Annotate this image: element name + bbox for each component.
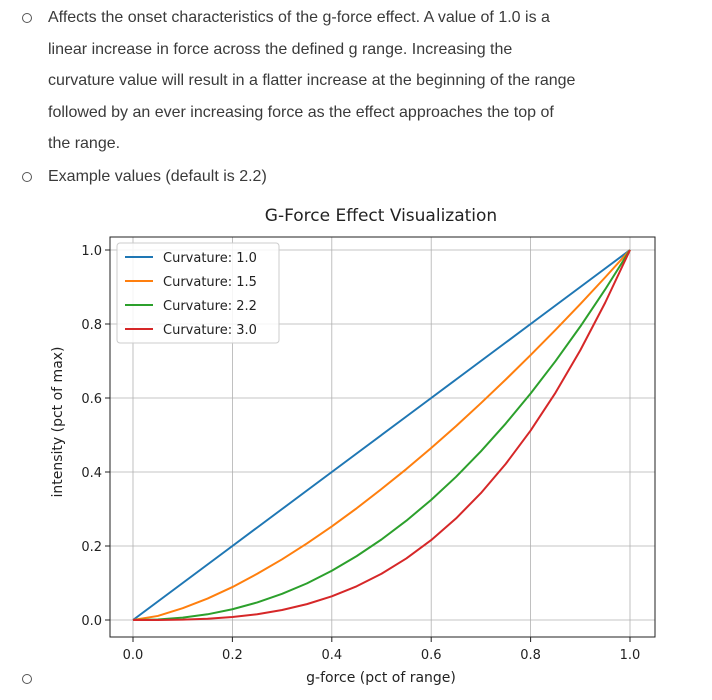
legend-entry: Curvature: 1.0	[163, 251, 257, 266]
text-line: curvature value will result in a flatter…	[48, 72, 576, 89]
chart-ticks: 0.0 0.2 0.4 0.6 0.8 1.0 0.0 0.2 0.4 0.6 0.8 1.0	[81, 244, 640, 663]
bullet-text: Affects the onset characteristics of the…	[48, 2, 629, 160]
x-tick-label: 0.0	[123, 648, 144, 663]
text-line: followed by an ever increasing force as …	[48, 103, 554, 121]
x-tick-label: 0.8	[520, 648, 541, 663]
x-tick-label: 0.4	[321, 648, 342, 663]
series-line-3	[132, 249, 631, 621]
y-tick-label: 0.4	[81, 466, 102, 481]
y-tick-label: 0.0	[81, 614, 102, 629]
y-tick-label: 1.0	[81, 244, 102, 259]
x-tick-label: 0.2	[222, 648, 243, 663]
x-tick-label: 1.0	[620, 648, 641, 663]
series-line-0	[132, 249, 631, 621]
legend-box	[116, 242, 280, 344]
chart-title: G-Force Effect Visualization	[265, 206, 497, 226]
y-tick-label: 0.6	[81, 392, 102, 407]
y-tick-label: 0.8	[81, 318, 102, 333]
x-axis-label: g-force (pct of range)	[306, 670, 456, 686]
chart-axes-frame	[109, 236, 656, 638]
bullet-text: Example values (default is 2.2)	[48, 161, 629, 193]
gforce-chart: G-Force Effect Visualization 0.0 0.2 0.4 0.…	[50, 206, 656, 686]
text-line: Example values (default is 2.2)	[48, 168, 267, 185]
text-line: linear increase in force across the defi…	[48, 40, 513, 58]
legend-entry: Curvature: 1.5	[163, 275, 257, 290]
series-line-2	[132, 249, 631, 621]
chart-lines	[132, 249, 631, 621]
y-axis-label: intensity (pct of max)	[50, 346, 66, 497]
bullet-circle-icon	[22, 674, 32, 684]
bullet-circle-icon	[22, 172, 32, 182]
x-tick-label: 0.6	[421, 648, 442, 663]
legend-entry: Curvature: 3.0	[163, 323, 257, 338]
legend-entry: Curvature: 2.2	[163, 299, 257, 314]
text-line: the range.	[48, 135, 121, 152]
chart-grid	[110, 237, 655, 637]
text-line: Affects the onset characteristics of the…	[48, 9, 550, 26]
series-line-1	[132, 249, 631, 621]
y-tick-label: 0.2	[81, 540, 102, 555]
chart-legend: Curvature: 1.0 Curvature: 1.5 Curvature: 2…	[116, 242, 280, 344]
bullet-circle-icon	[22, 13, 32, 23]
